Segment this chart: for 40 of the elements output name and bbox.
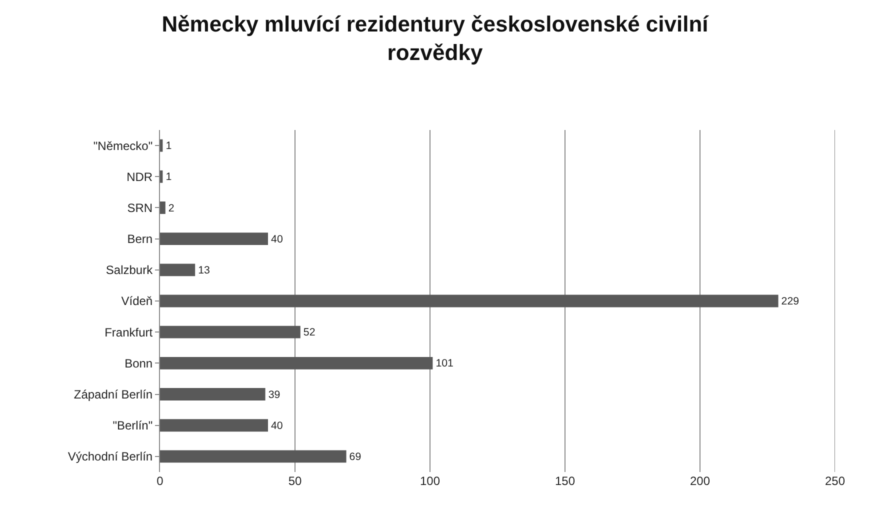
y-tick-label: Západní Berlín bbox=[74, 387, 153, 402]
y-tick-label: Vídeň bbox=[121, 294, 153, 308]
data-label: 13 bbox=[198, 264, 210, 276]
y-tick-label: Bonn bbox=[124, 356, 153, 370]
x-tick-label: 0 bbox=[156, 474, 164, 488]
y-tick-label: Východní Berlín bbox=[68, 450, 153, 464]
data-label: 40 bbox=[271, 420, 283, 432]
bar bbox=[160, 326, 300, 338]
data-label: 101 bbox=[436, 358, 454, 370]
bar bbox=[160, 388, 266, 400]
bar bbox=[160, 139, 163, 152]
bar bbox=[160, 294, 778, 308]
data-label: 2 bbox=[168, 202, 174, 214]
data-label: 40 bbox=[271, 233, 283, 246]
y-tick-label: Salzburk bbox=[106, 263, 154, 278]
y-tick-label: Bern bbox=[127, 232, 153, 246]
data-label: 1 bbox=[166, 140, 172, 152]
data-label: 1 bbox=[166, 171, 172, 184]
y-tick-label: SRN bbox=[127, 200, 153, 215]
bar bbox=[160, 202, 166, 214]
data-label: 69 bbox=[349, 451, 362, 464]
y-tick-label: "Německo" bbox=[93, 138, 153, 153]
chart-title: Německy mluvící rezidentury československé civilní rozvědky bbox=[162, 11, 710, 65]
x-tick-label: 150 bbox=[554, 474, 576, 488]
bar bbox=[160, 232, 268, 246]
y-tick-label: NDR bbox=[126, 170, 153, 184]
bar bbox=[160, 264, 196, 276]
bar bbox=[160, 356, 433, 370]
data-label: 39 bbox=[268, 388, 280, 401]
x-tick-label: 250 bbox=[824, 474, 846, 488]
bar bbox=[160, 450, 346, 463]
x-tick-label: 100 bbox=[420, 474, 440, 488]
data-label: 52 bbox=[303, 326, 316, 339]
y-tick-label: "Berlín" bbox=[112, 418, 153, 433]
bar bbox=[160, 170, 163, 183]
x-tick-label: 50 bbox=[288, 474, 302, 488]
bar bbox=[160, 419, 268, 432]
x-tick-label: 200 bbox=[690, 474, 710, 488]
y-tick-label: Frankfurt bbox=[104, 325, 154, 340]
data-label: 229 bbox=[781, 296, 800, 308]
